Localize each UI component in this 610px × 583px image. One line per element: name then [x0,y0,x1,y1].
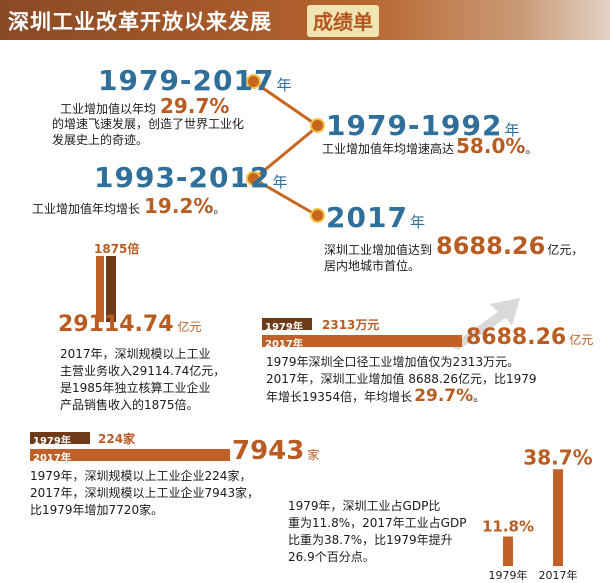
period-1993-2012: 1993-2012 年 [94,161,289,194]
gdp-share-category-label: 2017年 [539,568,578,582]
gdp-share-desc-line: 26.9个百分点。 [288,550,375,564]
enterprises-bar-1979 [30,432,90,444]
added-value-bar-1979-label: 1979年 [265,322,303,333]
revenue-desc-line: 是1985年独立核算工业企业 [60,381,211,395]
connector-line [253,80,319,128]
revenue-desc-line: 2017年，深圳规模以上工业 [60,347,211,361]
added-value-bar-2017-label: 2017年 [265,339,303,350]
added-value-desc-line: 2017年，深圳工业增加值 8688.26亿元，比1979 [266,372,537,386]
page-title: 深圳工业改革开放以来发展 [8,10,272,34]
revenue-multiple-label: 1875倍 [94,242,140,256]
enterprises-bar-2017-label: 2017年 [33,453,71,464]
enterprises-desc-line: 比1979年增加7720家。 [30,503,164,517]
revenue-desc: 2017年，深圳规模以上工业 主营业务收入29114.74亿元， 是1985年独… [60,346,225,414]
added-value-desc: 1979年深圳全口径工业增加值仅为2313万元。 2017年，深圳工业增加值 8… [266,354,537,406]
connector-line [253,177,319,218]
revenue-value: 29114.74 亿元 [58,312,202,337]
gdp-share-desc-line: 重为11.8%，2017年工业占GDP [288,516,467,530]
revenue-desc-line: 主营业务收入29114.74亿元， [60,364,226,378]
period-1979-2017-desc: 工业增加值以年均 29.7% [60,94,230,118]
growth-arrow-icon [450,298,520,350]
gdp-share-value-label: 11.8% [482,518,534,536]
timeline-dot [246,74,261,89]
connector-line [253,124,319,181]
title-badge: 成绩单 [307,5,379,37]
added-value-2017-value: 8688.26 亿元 [466,325,594,350]
revenue-desc-line: 产品销售收入的1875倍。 [60,398,199,412]
added-value-bar-2017 [262,335,462,347]
header-banner [0,0,610,40]
period-2017-desc: 深圳工业增加值达到 8688.26 亿元， [324,232,584,260]
period-2017-desc-line2: 居内地城市首位。 [324,259,421,273]
added-value-desc-line: 年增长19354倍，年均增长 29.7%。 [266,386,486,406]
enterprises-1979-value: 224家 [98,432,136,446]
revenue-bar-2017 [106,256,116,322]
enterprises-bar-2017 [30,449,230,461]
period-1979-1992: 1979-1992 年 [326,109,521,142]
gdp-share-bar [503,536,513,566]
enterprises-bar-1979-label: 1979年 [33,436,71,447]
added-value-bar-1979 [262,318,312,330]
timeline-dot [310,118,325,133]
period-1979-2017-desc-line3: 发展史上的奇迹。 [52,133,149,147]
revenue-bar-1985 [96,256,104,322]
gdp-share-desc-line: 比重为38.7%，比1979年提升 [288,533,453,547]
gdp-share-category-label: 1979年 [489,568,528,582]
added-value-1979-value: 2313万元 [322,318,380,332]
period-1993-2012-desc: 工业增加值年均增长 19.2%。 [32,194,226,218]
gdp-share-value-label: 38.7% [523,445,592,469]
gdp-share-chart: 11.8% 1979年 38.7% 2017年 [482,445,593,582]
gdp-share-desc-line: 1979年，深圳工业占GDP比 [288,499,441,513]
enterprises-desc: 1979年，深圳规模以上工业企业224家， 2017年，深圳规模以上工业企业79… [30,468,259,519]
added-value-desc-line: 1979年深圳全口径工业增加值仅为2313万元。 [266,355,520,369]
enterprises-2017-value: 7943 家 [232,436,320,466]
gdp-share-desc: 1979年，深圳工业占GDP比 重为11.8%，2017年工业占GDP 比重为3… [288,498,466,566]
timeline-dot [310,208,325,223]
enterprises-desc-line: 2017年，深圳规模以上工业企业7943家， [30,486,260,500]
period-1979-2017: 1979-2017 年 [98,64,293,97]
enterprises-desc-line: 1979年，深圳规模以上工业企业224家， [30,469,252,483]
period-1979-2017-desc-line2: 的增速飞速发展，创造了世界工业化 [52,117,245,131]
period-2017: 2017 年 [326,201,426,234]
gdp-share-bar [553,469,563,566]
period-1979-1992-desc: 工业增加值年均增速高达 58.0%。 [322,134,538,158]
timeline-dot [246,171,261,186]
